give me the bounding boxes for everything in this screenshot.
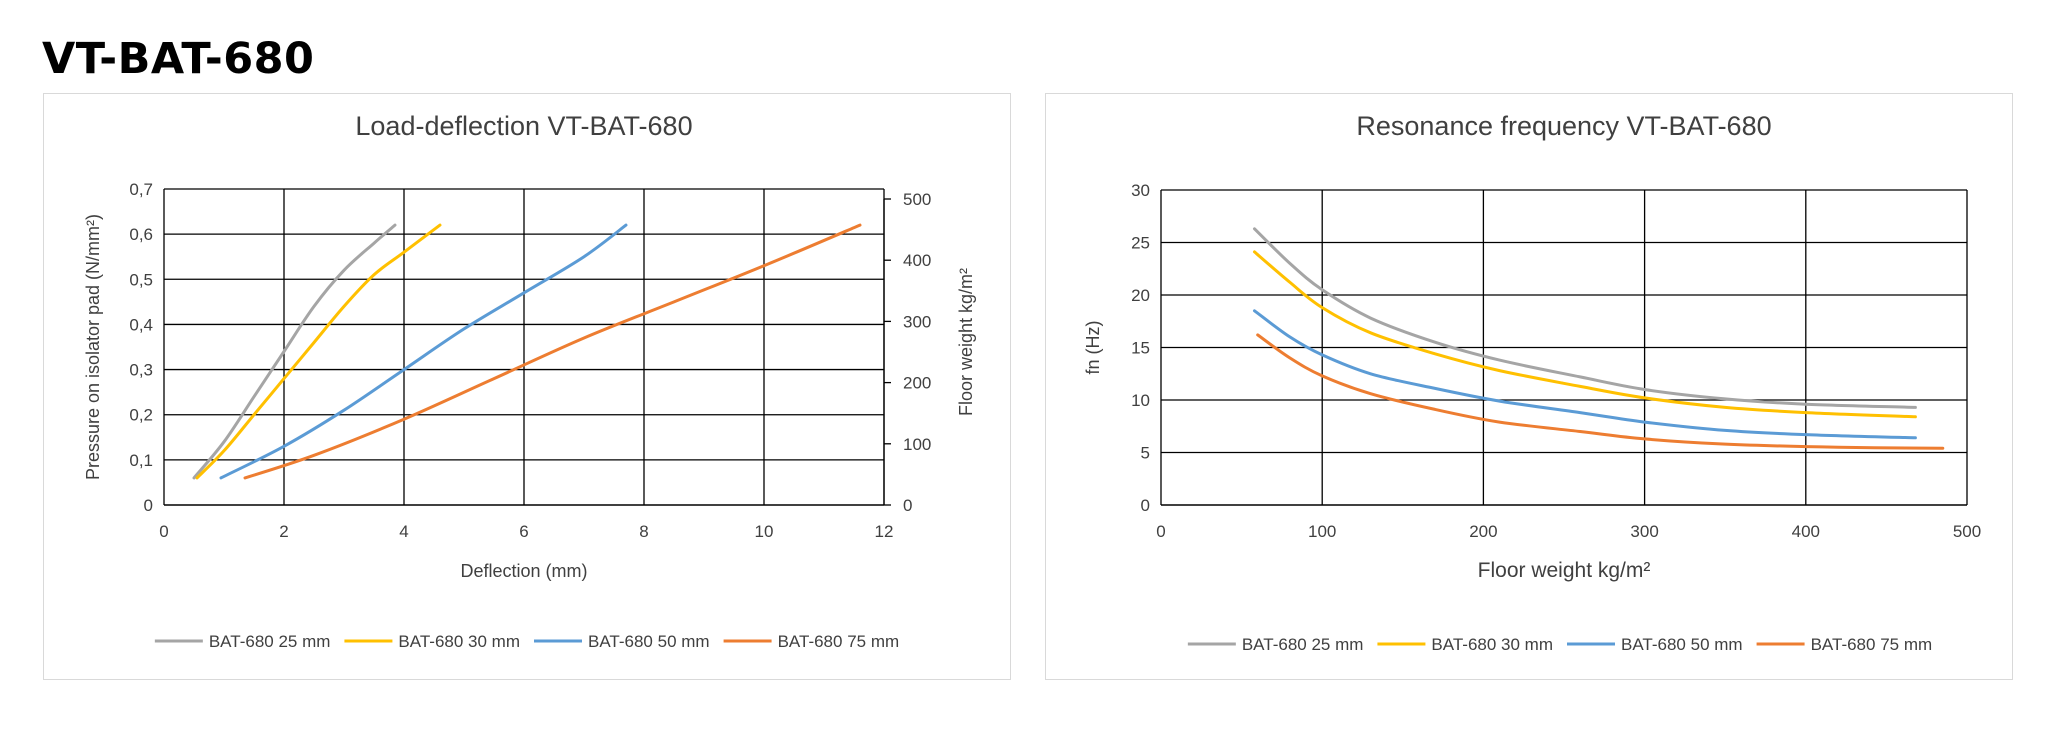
legend-item-bat-680-75-mm: BAT-680 75 mm	[1756, 635, 1933, 654]
legend-label: BAT-680 25 mm	[209, 632, 331, 651]
x-tick-label: 6	[519, 522, 528, 541]
x-tick-label: 0	[1156, 522, 1165, 541]
page-title: VT-BAT-680	[42, 34, 315, 84]
x-tick-label: 4	[399, 522, 408, 541]
y-tick-label: 30	[1131, 181, 1150, 200]
series-line-bat-680-75-mm	[1256, 333, 1945, 450]
series-line-bat-680-75-mm	[243, 223, 862, 480]
legend-item-bat-680-75-mm: BAT-680 75 mm	[723, 632, 900, 651]
chart-title: Load-deflection VT-BAT-680	[355, 111, 692, 141]
y2-tick-label: 200	[903, 374, 931, 393]
x-tick-label: 200	[1469, 522, 1497, 541]
legend-item-bat-680-30-mm: BAT-680 30 mm	[1377, 635, 1553, 654]
y-tick-label: 0,3	[129, 361, 153, 380]
y2-tick-label: 500	[903, 190, 931, 209]
y-tick-label: 20	[1131, 286, 1150, 305]
x-tick-label: 500	[1953, 522, 1981, 541]
y-tick-label: 0	[1141, 496, 1150, 515]
x-tick-label: 400	[1792, 522, 1820, 541]
legend-label: BAT-680 75 mm	[1811, 635, 1933, 654]
y-tick-label: 0,6	[129, 225, 153, 244]
y-tick-label: 0	[144, 496, 153, 515]
x-tick-label: 2	[279, 522, 288, 541]
y-tick-label: 0,5	[129, 270, 153, 289]
y2-axis-title: Floor weight kg/m²	[956, 268, 976, 416]
y-tick-label: 25	[1131, 234, 1150, 253]
legend-label: BAT-680 30 mm	[398, 632, 520, 651]
legend-item-bat-680-25-mm: BAT-680 25 mm	[154, 632, 331, 651]
y2-tick-label: 100	[903, 435, 931, 454]
x-tick-label: 8	[639, 522, 648, 541]
y-tick-label: 0,2	[129, 406, 153, 425]
chart-title: Resonance frequency VT-BAT-680	[1356, 111, 1771, 141]
load-deflection-chart: Load-deflection VT-BAT-680 0 0,1 0,2 0,3 0,4 0…	[83, 111, 976, 651]
resonance-frequency-chart: Resonance frequency VT-BAT-680 0 5 10 15 20 25…	[1083, 111, 1981, 654]
series-line-bat-680-30-mm	[195, 223, 442, 480]
y2-tick-label: 400	[903, 251, 931, 270]
y-tick-label: 10	[1131, 391, 1150, 410]
x-tick-label: 12	[875, 522, 894, 541]
legend-label: BAT-680 50 mm	[588, 632, 710, 651]
legend-item-bat-680-50-mm: BAT-680 50 mm	[534, 632, 710, 651]
legend-item-bat-680-50-mm: BAT-680 50 mm	[1567, 635, 1743, 654]
legend: BAT-680 25 mm BAT-680 30 mm BAT-680 50 mm B…	[1187, 635, 1933, 654]
x-axis-title: Deflection (mm)	[460, 561, 587, 581]
resonance-frequency-chart-panel: Resonance frequency VT-BAT-680 0 5 10 15 20 25…	[1045, 93, 2013, 680]
legend-label: BAT-680 25 mm	[1242, 635, 1364, 654]
y2-tick-label: 0	[903, 496, 912, 515]
series-line-bat-680-25-mm	[192, 223, 397, 480]
y-tick-label: 0,4	[129, 315, 153, 334]
series-line-bat-680-50-mm	[1253, 309, 1917, 440]
legend-item-bat-680-30-mm: BAT-680 30 mm	[344, 632, 520, 651]
y-tick-label: 5	[1141, 444, 1150, 463]
legend-label: BAT-680 50 mm	[1621, 635, 1743, 654]
x-axis-title: Floor weight kg/m²	[1478, 559, 1651, 582]
y-tick-label: 0,1	[129, 451, 153, 470]
y-tick-label: 15	[1131, 339, 1150, 358]
x-tick-label: 100	[1308, 522, 1336, 541]
legend-label: BAT-680 75 mm	[778, 632, 900, 651]
y-tick-label: 0,7	[129, 180, 153, 199]
legend-item-bat-680-25-mm: BAT-680 25 mm	[1187, 635, 1364, 654]
x-tick-label: 300	[1630, 522, 1658, 541]
x-tick-label: 10	[755, 522, 774, 541]
y2-tick-label: 300	[903, 312, 931, 331]
load-deflection-chart-panel: Load-deflection VT-BAT-680 0 0,1 0,2 0,3 0,4 0…	[43, 93, 1011, 680]
y-axis-title: Pressure on isolator pad (N/mm²)	[83, 214, 103, 480]
series-line-bat-680-25-mm	[1253, 227, 1917, 409]
legend-label: BAT-680 30 mm	[1431, 635, 1553, 654]
series-line-bat-680-30-mm	[1253, 250, 1917, 419]
legend: BAT-680 25 mm BAT-680 30 mm BAT-680 50 mm B…	[154, 632, 900, 651]
series-line-bat-680-50-mm	[219, 223, 628, 480]
y-axis-title: fn (Hz)	[1083, 321, 1103, 375]
x-tick-label: 0	[159, 522, 168, 541]
